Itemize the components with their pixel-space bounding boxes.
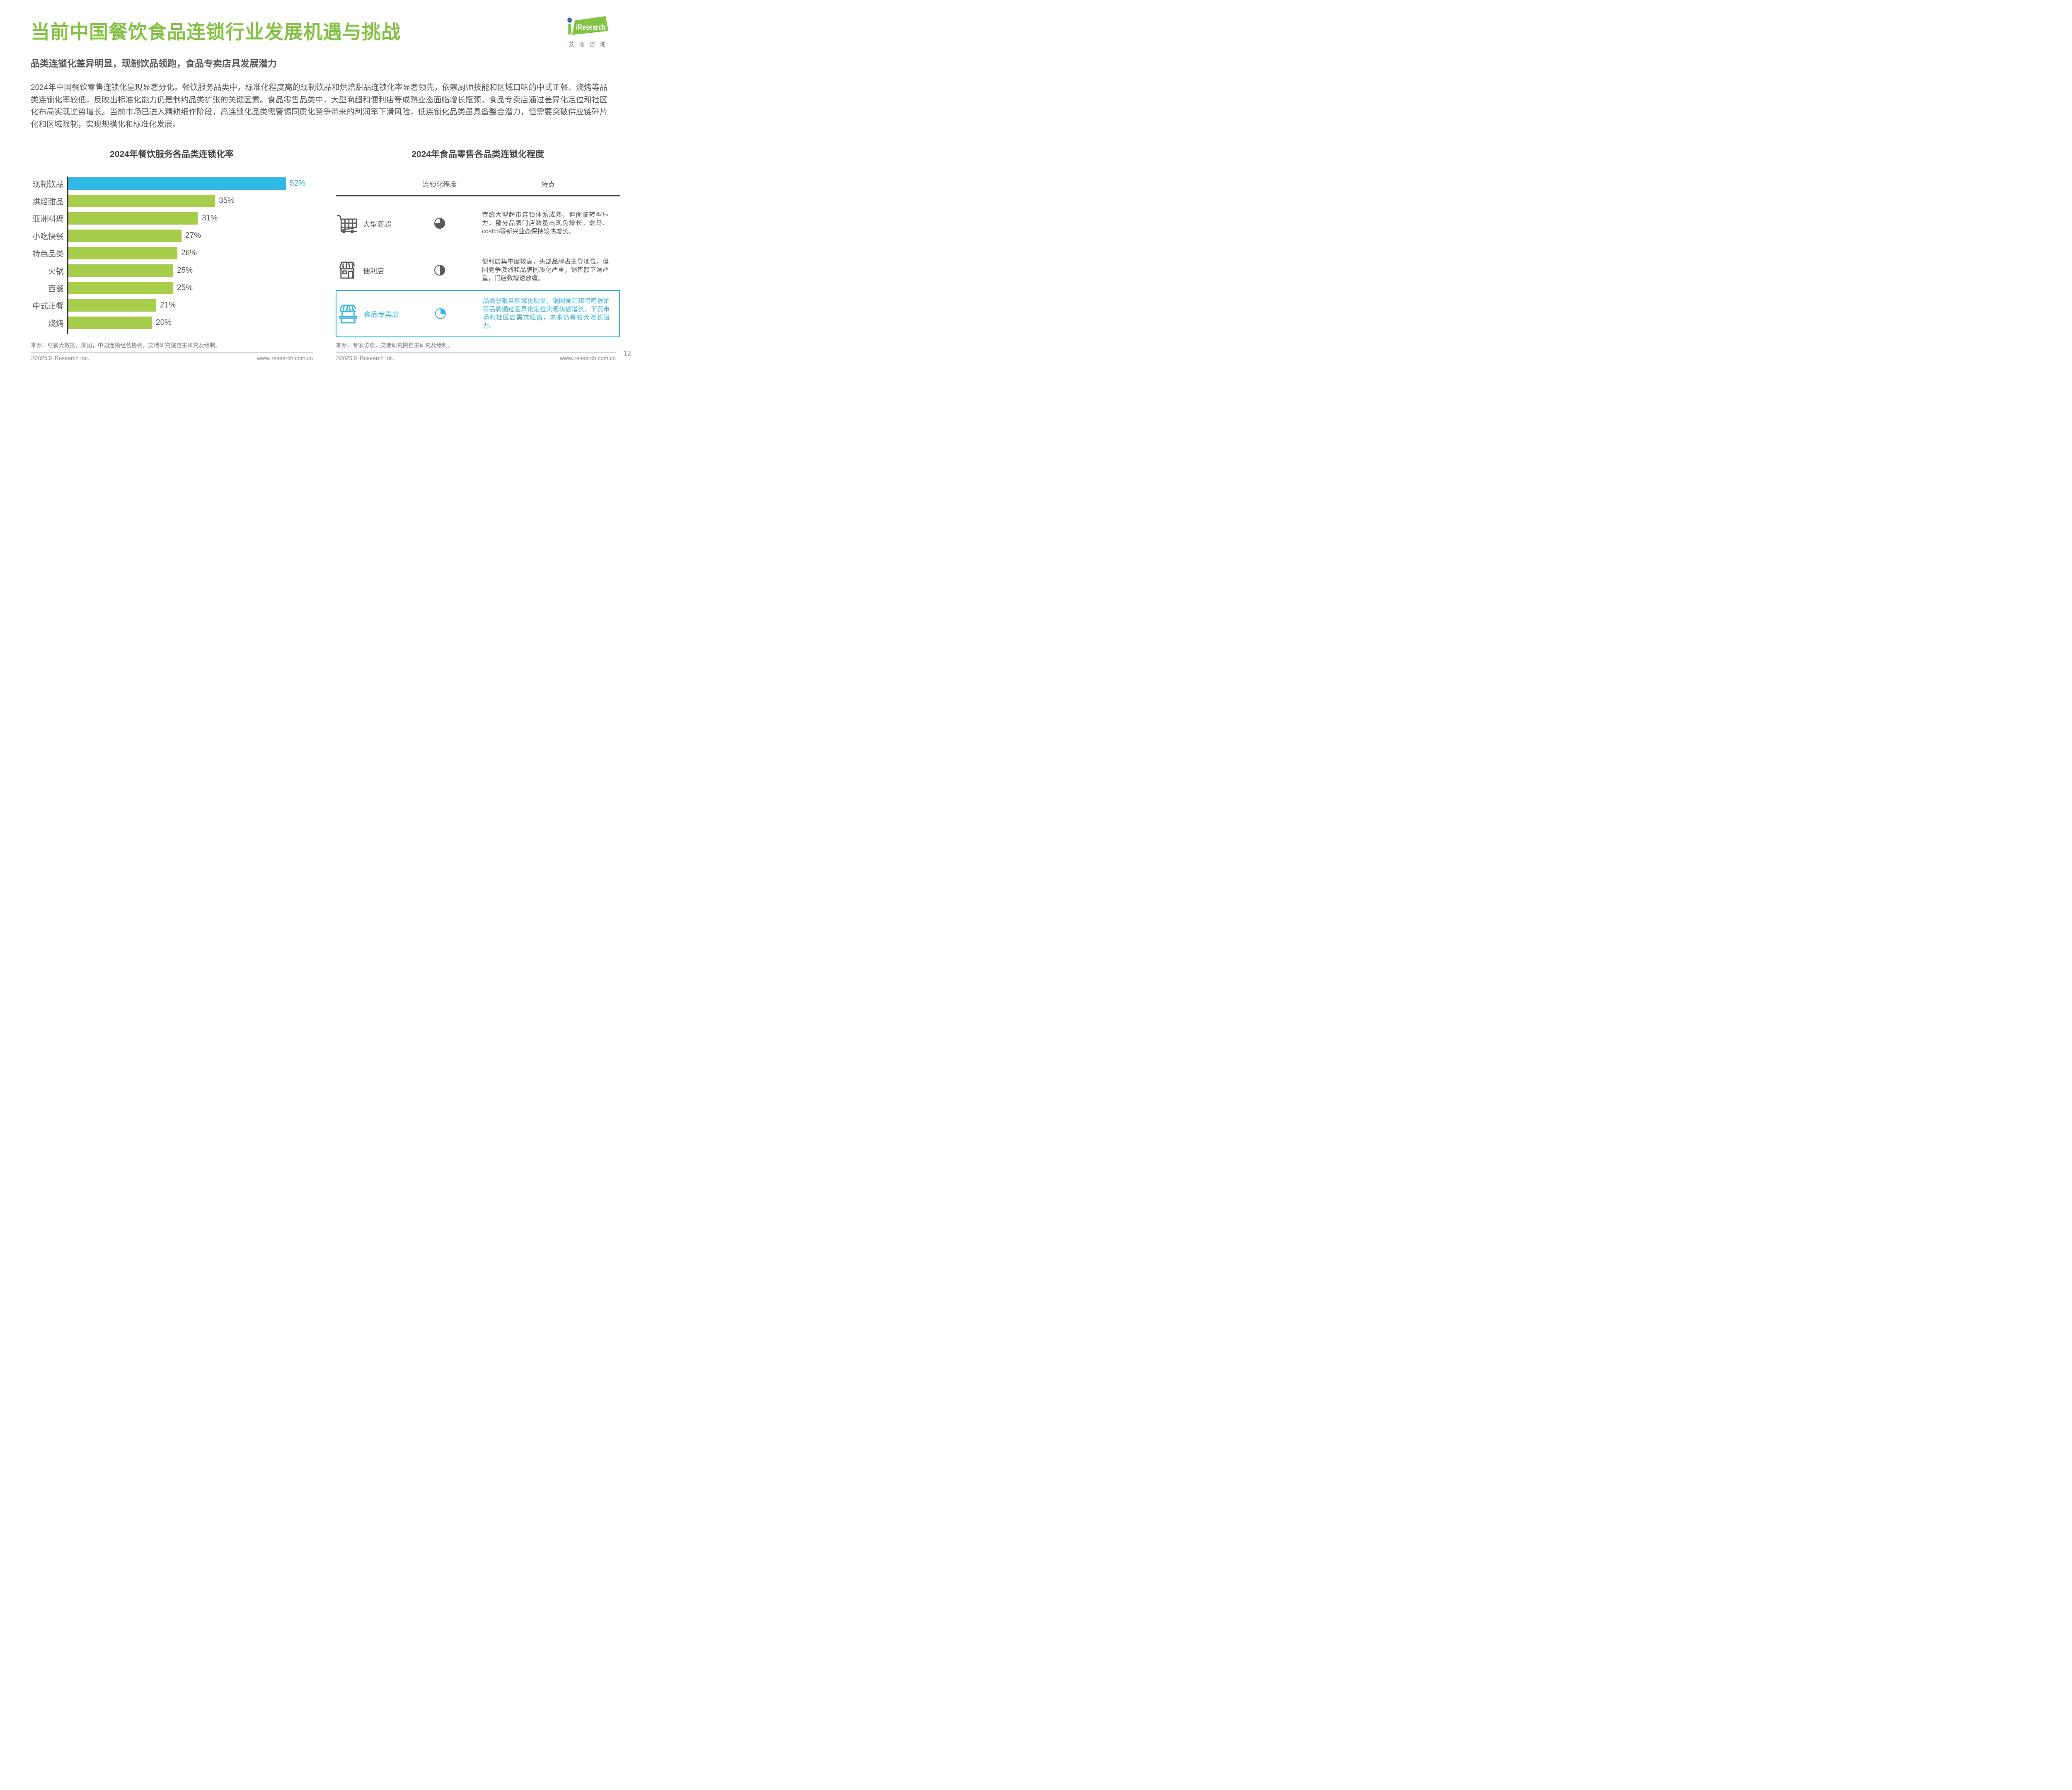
website-left: www.iresearch.com.cn	[257, 355, 313, 361]
bar-value-label: 26%	[181, 249, 197, 257]
intro-paragraph: 2024年中国餐饮零售连锁化呈现显著分化。餐饮服务品类中，标准化程度高的现制饮品…	[31, 83, 608, 129]
page-subtitle: 品类连锁化差异明显，现制饮品领跑，食品专卖店具发展潜力	[31, 58, 277, 69]
category-label: 亚洲料理	[32, 215, 64, 224]
chain-degree-pie-icon	[434, 218, 445, 229]
bar-row: 中式正餐 21%	[31, 297, 313, 314]
bar	[68, 264, 173, 277]
bar	[68, 299, 156, 312]
bar-row: 西餐 25%	[31, 279, 313, 297]
table-body: 大型商超 传统大型超市连锁体系成熟，但面临转型压力，部分品牌门店数量出现负增长。盒…	[336, 196, 620, 337]
bar-row: 烧烤 20%	[31, 314, 313, 331]
category-label: 烧烤	[48, 319, 64, 328]
left-chart-title: 2024年餐饮服务各品类连锁化率	[110, 150, 234, 159]
table-row: 大型商超 传统大型超市连锁体系成熟，但面临转型压力，部分品牌门店数量出现负增长。盒…	[336, 196, 620, 250]
page-title: 当前中国餐饮食品连锁行业发展机遇与挑战	[31, 21, 401, 43]
table-header-spacer	[336, 179, 403, 189]
report-page: 当前中国餐饮食品连锁行业发展机遇与挑战 iResearch 艾瑞咨询 品类连锁化…	[0, 0, 637, 361]
convenience-store-icon	[336, 261, 359, 279]
copyright-right: ©2025.9 iResearch Inc.	[336, 355, 395, 361]
category-label: 中式正餐	[32, 302, 64, 311]
bar	[68, 230, 182, 242]
bar	[68, 177, 286, 190]
category-label: 小吃快餐	[32, 232, 64, 241]
bar	[68, 317, 152, 329]
bar-row: 现制饮品 52%	[31, 175, 313, 192]
left-source-note: 来源：红餐大数据，美团，中国连锁经营协会，艾瑞研究院自主研究及绘制。	[31, 342, 221, 348]
right-footer-divider	[336, 352, 616, 353]
logo-parallelogram	[572, 16, 609, 35]
bar-value-label: 25%	[177, 283, 193, 292]
logo-chinese-name: 艾瑞咨询	[569, 41, 610, 48]
bar-value-label: 27%	[185, 231, 201, 240]
category-label: 烘焙甜品	[32, 197, 64, 206]
page-number: 12	[623, 349, 631, 357]
bar-chart-area: 现制饮品 52% 烘焙甜品 35% 亚洲料理 31% 小吃快餐 27% 特色品类 26% 火锅 25%…	[31, 175, 313, 334]
table-header-feature: 特点	[541, 181, 555, 189]
feature-text: 传统大型超市连锁体系成熟，但面临转型压力，部分品牌门店数量出现负增长。盒马、co…	[482, 211, 609, 235]
category-label: 现制饮品	[32, 180, 64, 189]
iresearch-logo: iResearch 艾瑞咨询	[564, 15, 611, 48]
bar-value-label: 52%	[290, 179, 306, 188]
right-footer: 来源：专家访谈，艾瑞研究院自主研究及绘制。 ©2025.9 iResearch …	[336, 341, 616, 361]
chain-degree-pie-icon	[435, 308, 446, 319]
market-stall-icon	[336, 304, 360, 324]
category-name: 便利店	[363, 267, 384, 275]
feature-text: 便利店集中度较高，头部品牌占主导地位，但因竞争激烈和品牌同质化严重，销售额下滑严…	[482, 258, 609, 282]
bar-row: 亚洲料理 31%	[31, 210, 313, 227]
website-right: www.iresearch.com.cn	[559, 355, 616, 361]
y-axis-line	[67, 177, 68, 334]
bar-value-label: 20%	[156, 318, 172, 327]
bar	[68, 247, 177, 259]
bar-row: 小吃快餐 27%	[31, 227, 313, 244]
category-name: 大型商超	[363, 220, 391, 228]
table-header-degree: 连锁化程度	[422, 181, 457, 189]
chain-degree-pie-icon	[434, 265, 445, 276]
bar	[68, 195, 215, 207]
feature-text: 品类分散且区域化明显，锅圈食汇和鸣鸣很忙等品牌通过差异化定位实现快速增长，下沉市…	[483, 298, 610, 329]
shopping-cart-icon	[336, 214, 359, 233]
table-header: 连锁化程度 特点	[336, 179, 620, 189]
table-row: 食品专卖店 品类分散且区域化明显，锅圈食汇和鸣鸣很忙等品牌通过差异化定位实现快速增…	[336, 290, 620, 337]
table-row: 便利店 便利店集中度较高，头部品牌占主导地位，但因竞争激烈和品牌同质化严重，销售额…	[336, 250, 620, 290]
category-label: 西餐	[48, 284, 64, 293]
category-label: 特色品类	[32, 249, 64, 259]
logo-i-stem	[568, 24, 571, 35]
bar-row: 特色品类 26%	[31, 244, 313, 262]
bar-value-label: 25%	[177, 266, 193, 275]
left-footer: 来源：红餐大数据，美团，中国连锁经营协会，艾瑞研究院自主研究及绘制。 ©2025…	[31, 341, 313, 361]
right-table-title: 2024年食品零售各品类连锁化程度	[411, 150, 544, 159]
table-header-divider	[336, 195, 620, 196]
left-footer-divider	[31, 352, 313, 353]
food-retail-chain-table: 2024年食品零售各品类连锁化程度 连锁化程度 特点 大型商超 传统大型超市连锁体…	[336, 148, 620, 337]
iresearch-logo-mark: iResearch	[567, 16, 609, 35]
bar	[68, 212, 198, 225]
category-label: 火锅	[48, 267, 64, 276]
copyright-left: ©2025.9 iResearch Inc.	[31, 355, 90, 361]
bar-value-label: 21%	[160, 301, 176, 310]
bar-value-label: 35%	[219, 196, 235, 205]
bar-row: 火锅 25%	[31, 262, 313, 279]
bar	[68, 282, 173, 294]
right-source-note: 来源：专家访谈，艾瑞研究院自主研究及绘制。	[336, 342, 453, 348]
bar-value-label: 31%	[202, 214, 218, 223]
bar-row: 烘焙甜品 35%	[31, 192, 313, 210]
logo-i-dot	[567, 17, 572, 23]
restaurant-chain-rate-chart: 2024年餐饮服务各品类连锁化率 现制饮品 52% 烘焙甜品 35% 亚洲料理 31% 小吃…	[31, 148, 313, 334]
logo-brand-text: iResearch	[576, 23, 605, 32]
category-name: 食品专卖店	[364, 310, 399, 319]
